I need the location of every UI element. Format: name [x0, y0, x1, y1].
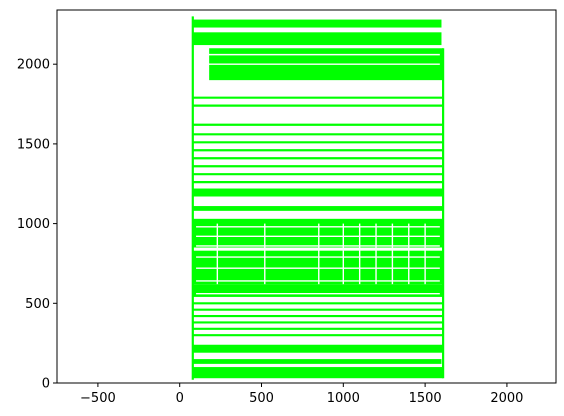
- plot-frame: [56, 9, 557, 384]
- scatter-point-cluster: [192, 218, 444, 248]
- scatter-point-cluster: [192, 32, 442, 46]
- y-tick-label: 0: [42, 377, 50, 392]
- scatter-point-cluster: [192, 367, 444, 379]
- scatter-point-cluster: [192, 344, 444, 353]
- scatter-point-cluster: [192, 359, 442, 364]
- x-tick-label: 0: [176, 391, 184, 406]
- x-tick-label: 2000: [490, 391, 523, 406]
- y-tick-label: 2000: [17, 58, 50, 73]
- y-tick-label: 1000: [17, 217, 50, 232]
- scatter-point-cluster: [192, 284, 444, 297]
- y-axis: 0 500 1000 1500 2000: [17, 58, 57, 392]
- x-axis: −500 0 500 1000 1500 2000: [80, 383, 523, 406]
- scatter-point-cluster: [192, 206, 444, 211]
- plot-area: [191, 16, 445, 380]
- x-tick-label: 1000: [327, 391, 360, 406]
- y-tick-label: 1500: [17, 137, 50, 152]
- scatter-point-cluster: [192, 250, 444, 285]
- scatter-point-cluster: [192, 19, 442, 28]
- x-tick-label: 500: [249, 391, 274, 406]
- x-tick-label: −500: [80, 391, 116, 406]
- scatter-point-cluster: [192, 188, 444, 197]
- x-tick-label: 1500: [409, 391, 442, 406]
- y-tick-label: 500: [25, 297, 50, 312]
